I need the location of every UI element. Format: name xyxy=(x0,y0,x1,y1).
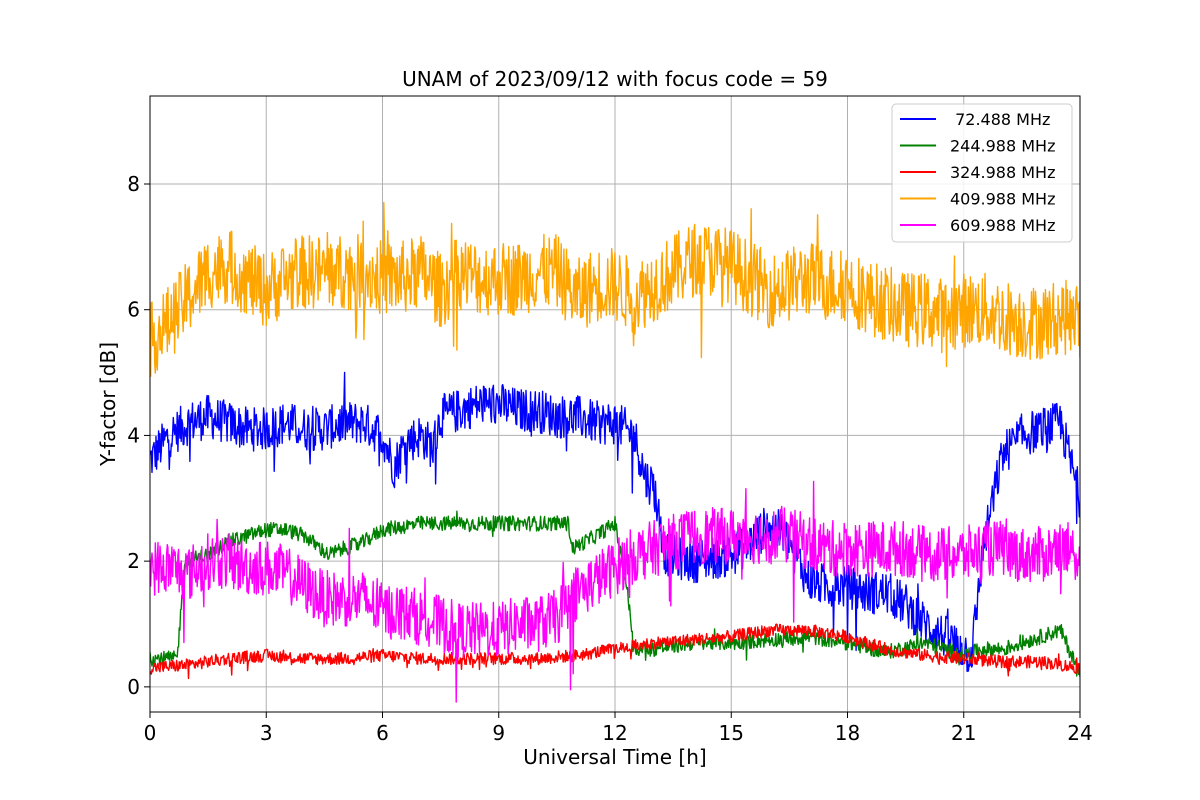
y-tick-label: 6 xyxy=(127,298,140,322)
x-tick-label: 3 xyxy=(260,721,273,745)
legend-entry-label: 409.988 MHz xyxy=(950,190,1055,209)
series-line xyxy=(150,201,1080,377)
series-line xyxy=(150,623,1080,680)
x-tick-label: 9 xyxy=(492,721,505,745)
x-axis-ticks: 0 3 6 9 12 15 18 21 24 xyxy=(144,712,1093,745)
legend-entry-label: 244.988 MHz xyxy=(950,137,1055,156)
x-axis-label: Universal Time [h] xyxy=(523,745,706,769)
legend: 72.488 MHz 244.988 MHz 324.988 MHz 409.988 … xyxy=(891,103,1073,243)
series-line xyxy=(150,480,1080,703)
x-tick-label: 18 xyxy=(835,721,860,745)
series-line xyxy=(150,510,1080,678)
x-tick-label: 24 xyxy=(1067,721,1092,745)
legend-box xyxy=(891,103,1073,243)
x-tick-label: 15 xyxy=(719,721,744,745)
legend-entry-label: 72.488 MHz xyxy=(950,110,1050,129)
y-tick-label: 2 xyxy=(127,549,140,573)
y-axis-ticks: 0 2 4 6 8 xyxy=(127,172,150,699)
legend-entry-label: 324.988 MHz xyxy=(950,163,1055,182)
y-tick-label: 0 xyxy=(127,675,140,699)
y-tick-label: 8 xyxy=(127,172,140,196)
x-tick-label: 12 xyxy=(602,721,627,745)
x-tick-label: 21 xyxy=(951,721,976,745)
x-tick-label: 6 xyxy=(376,721,389,745)
y-tick-label: 4 xyxy=(127,423,140,447)
series-line xyxy=(150,371,1080,673)
chart-title: UNAM of 2023/09/12 with focus code = 59 xyxy=(402,67,828,91)
series-layer xyxy=(150,201,1080,703)
legend-entry-label: 609.988 MHz xyxy=(950,216,1055,235)
x-tick-label: 0 xyxy=(144,721,157,745)
y-axis-label: Y-factor [dB] xyxy=(96,342,120,467)
